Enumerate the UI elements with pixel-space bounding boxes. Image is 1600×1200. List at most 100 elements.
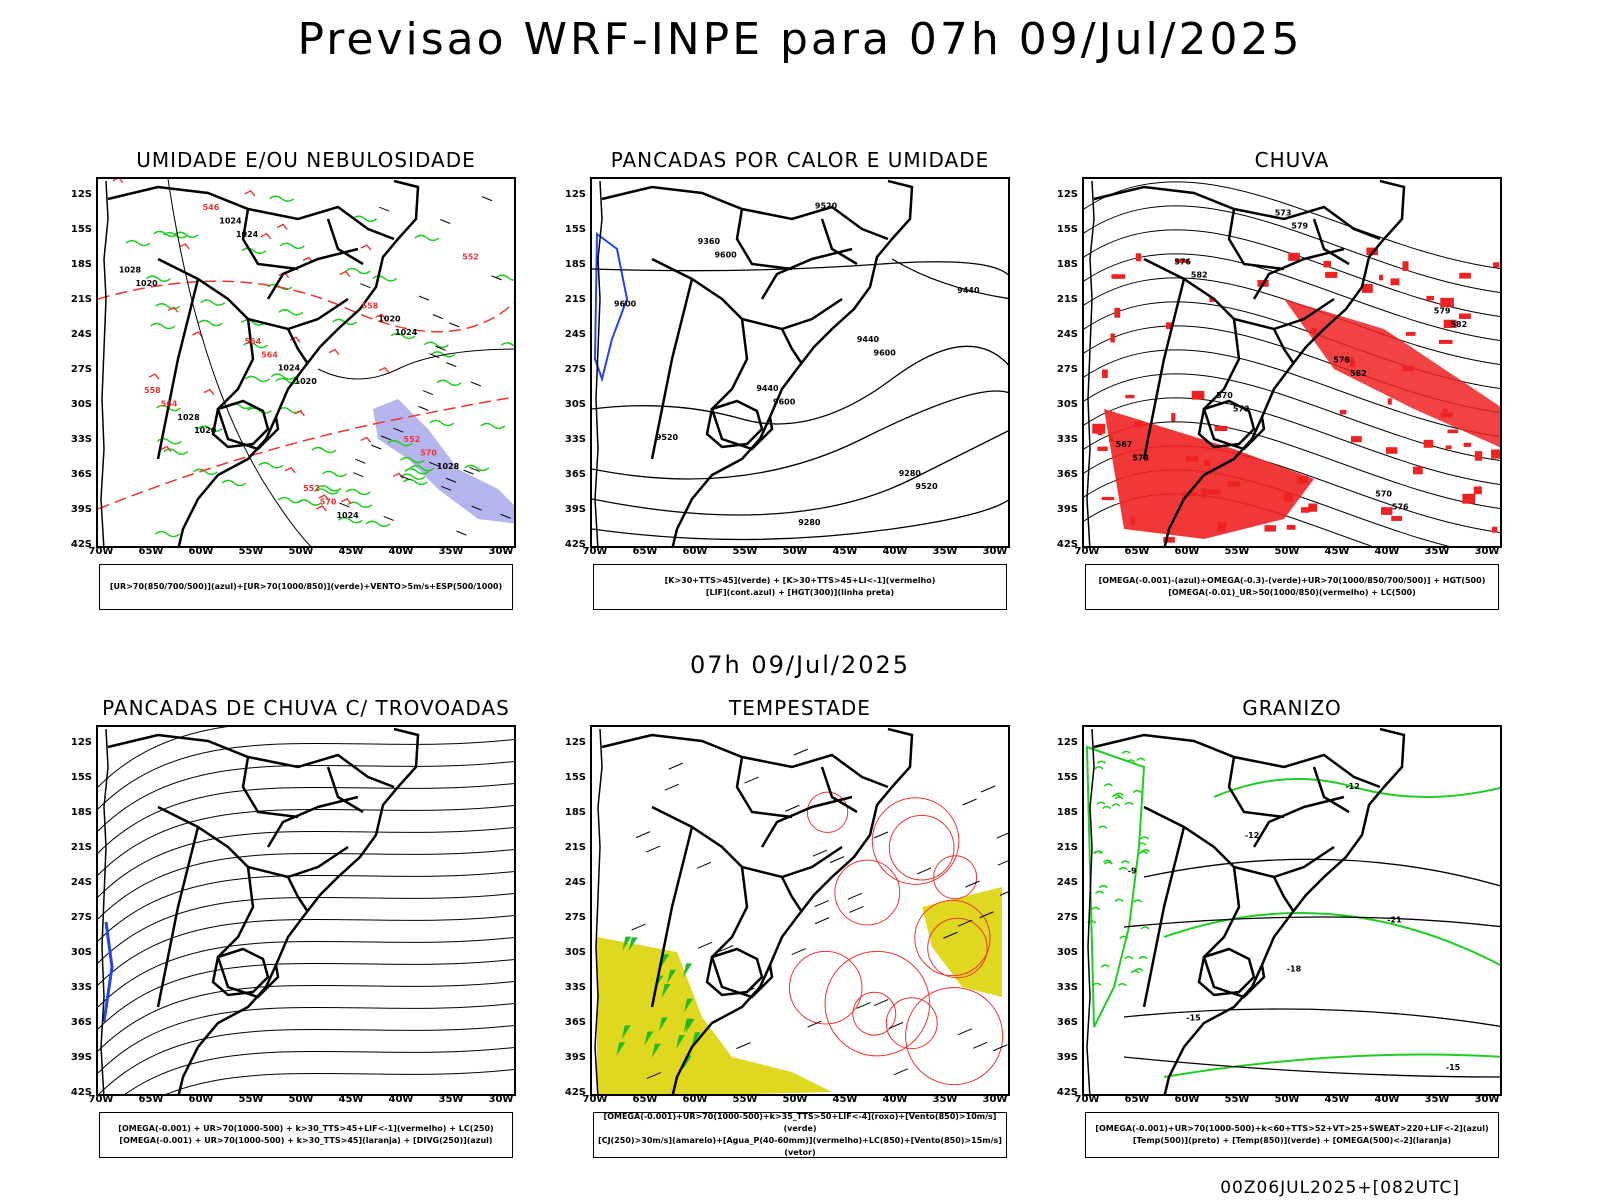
- panel-legend: [OMEGA(-0.001) + UR>70(1000-500) + k>30_…: [99, 1112, 513, 1158]
- lat-tick-label: 36S: [1056, 469, 1078, 480]
- lon-tick-label: 65W: [632, 1094, 658, 1105]
- contour-label: 564: [161, 399, 178, 408]
- contour-label: 546: [203, 203, 220, 212]
- contour-label: 9600: [614, 299, 637, 308]
- lon-tick-label: 70W: [1074, 546, 1100, 557]
- lon-tick-label: 50W: [782, 546, 808, 557]
- lon-tick-label: 40W: [882, 546, 908, 557]
- lat-tick-label: 27S: [1056, 912, 1078, 923]
- map-plot: -12 -12 -15 -15 -18 -21 -9: [1082, 725, 1502, 1096]
- legend-line: [OMEGA(-0.001) + UR>70(1000-500) + k>30_…: [118, 1124, 494, 1133]
- lon-tick-label: 50W: [288, 546, 314, 557]
- lat-tick-label: 12S: [564, 189, 586, 200]
- contour-label: 582: [1450, 320, 1467, 329]
- contour-label: 1020: [295, 377, 318, 386]
- lat-tick-label: 15S: [564, 224, 586, 235]
- lon-tick-label: 40W: [1374, 546, 1400, 557]
- lat-tick-label: 27S: [564, 912, 586, 923]
- contour-label: 1028: [177, 413, 200, 422]
- lat-tick-label: 21S: [564, 294, 586, 305]
- lon-tick-label: 65W: [1124, 1094, 1150, 1105]
- panel-title: PANCADAS POR CALOR E UMIDADE: [610, 148, 990, 172]
- lat-tick-label: 12S: [1056, 737, 1078, 748]
- contour-label: 558: [144, 386, 161, 395]
- legend-line: [K>30+TTS>45](verde) + [K>30+TTS>45+LI<-…: [664, 576, 936, 585]
- lon-tick-label: 70W: [1074, 1094, 1100, 1105]
- contour-label: -9: [1128, 867, 1137, 876]
- contour-label: 552: [462, 252, 479, 261]
- legend-line: [Temp(500)](preto) + [Temp(850)](verde) …: [1132, 1136, 1452, 1145]
- contour-label: 1024: [219, 217, 242, 226]
- contour-label: 9520: [815, 201, 838, 210]
- map-svg: 1020 1020 1024 1020 1024 1024 1028 1028 1024 1020…: [98, 179, 514, 546]
- map-svg: [98, 727, 514, 1094]
- contour-label: -12: [1245, 831, 1259, 840]
- lon-tick-label: 40W: [388, 1094, 414, 1105]
- lon-tick-label: 60W: [682, 546, 708, 557]
- panel-legend: [OMEGA(-0.001)+UR>70(1000-500)+k>35_TTS>…: [593, 1112, 1007, 1158]
- lat-tick-label: 39S: [70, 1052, 92, 1063]
- lat-tick-label: 21S: [1056, 294, 1078, 305]
- lon-tick-label: 65W: [1124, 546, 1150, 557]
- lon-tick-label: 55W: [1224, 1094, 1250, 1105]
- lat-tick-label: 42S: [564, 539, 586, 550]
- lat-tick-label: 12S: [564, 737, 586, 748]
- lon-tick-label: 70W: [88, 1094, 114, 1105]
- legend-line: [OMEGA(-0.01)_UR>50(1000/850)(vermelho) …: [1168, 588, 1416, 597]
- legend-line: [UR>70(850/700/500)](azul)+[UR>70(1000/8…: [109, 582, 503, 591]
- contour-label: 1020: [135, 279, 158, 288]
- lon-tick-label: 30W: [1474, 546, 1500, 557]
- lat-tick-label: 15S: [1056, 224, 1078, 235]
- lon-tick-label: 45W: [1324, 546, 1350, 557]
- lon-tick-label: 55W: [238, 546, 264, 557]
- map-svg: 9600 9600 9600 9600 9520 9520 9520 9440 9440 9440…: [592, 179, 1008, 546]
- lat-tick-label: 39S: [564, 504, 586, 515]
- contour-label: 9520: [915, 482, 938, 491]
- lon-tick-label: 30W: [982, 546, 1008, 557]
- contour-label: -21: [1387, 916, 1402, 925]
- lat-tick-label: 27S: [70, 912, 92, 923]
- lon-tick-label: 65W: [138, 1094, 164, 1105]
- lat-tick-label: 21S: [70, 294, 92, 305]
- panel-title: GRANIZO: [1242, 696, 1342, 720]
- lon-tick-label: 35W: [932, 1094, 958, 1105]
- lat-tick-label: 30S: [564, 947, 586, 958]
- lat-tick-label: 24S: [70, 329, 92, 340]
- lon-tick-label: 55W: [1224, 546, 1250, 557]
- lon-tick-label: 60W: [1174, 1094, 1200, 1105]
- main-title: Previsao WRF-INPE para 07h 09/Jul/2025: [297, 14, 1303, 65]
- contour-label: 9440: [756, 384, 779, 393]
- lat-tick-label: 24S: [1056, 329, 1078, 340]
- lon-tick-label: 50W: [288, 1094, 314, 1105]
- lon-tick-label: 55W: [238, 1094, 264, 1105]
- contour-label: 570: [1375, 489, 1392, 498]
- contour-label: 1020: [378, 315, 401, 324]
- map-plot: 1020 1020 1024 1020 1024 1024 1028 1028 1024 1020…: [96, 177, 516, 548]
- panel-legend: [OMEGA(-0.001)-(azul)+OMEGA(-0.3)-(verde…: [1085, 564, 1499, 610]
- contour-label: 1024: [395, 328, 418, 337]
- lat-tick-label: 18S: [1056, 259, 1078, 270]
- contour-label: 570: [420, 448, 437, 457]
- legend-line: [OMEGA(-0.001) + UR>70(1000-500) + k>30_…: [119, 1136, 493, 1145]
- panel-title: UMIDADE E/OU NEBULOSIDADE: [136, 148, 476, 172]
- contour-label: -15: [1446, 1063, 1461, 1072]
- lon-tick-label: 30W: [982, 1094, 1008, 1105]
- lat-tick-label: 24S: [70, 877, 92, 888]
- lon-tick-label: 30W: [488, 1094, 514, 1105]
- contour-label: -12: [1345, 782, 1359, 791]
- panel-title: CHUVA: [1254, 148, 1330, 172]
- contour-label: 9440: [957, 286, 980, 295]
- lat-tick-label: 15S: [1056, 772, 1078, 783]
- lon-tick-label: 45W: [338, 546, 364, 557]
- contour-label: 582: [1350, 369, 1367, 378]
- lon-tick-label: 60W: [188, 546, 214, 557]
- map-svg: -12 -12 -15 -15 -18 -21 -9: [1085, 727, 1500, 1094]
- lat-tick-label: 42S: [70, 539, 92, 550]
- lat-tick-label: 24S: [564, 877, 586, 888]
- lat-tick-label: 24S: [564, 329, 586, 340]
- lat-tick-label: 39S: [564, 1052, 586, 1063]
- contour-label: -18: [1287, 965, 1302, 974]
- contour-label: 9280: [899, 469, 922, 478]
- contour-label: 567: [1116, 440, 1133, 449]
- contour-label: 579: [1291, 222, 1308, 231]
